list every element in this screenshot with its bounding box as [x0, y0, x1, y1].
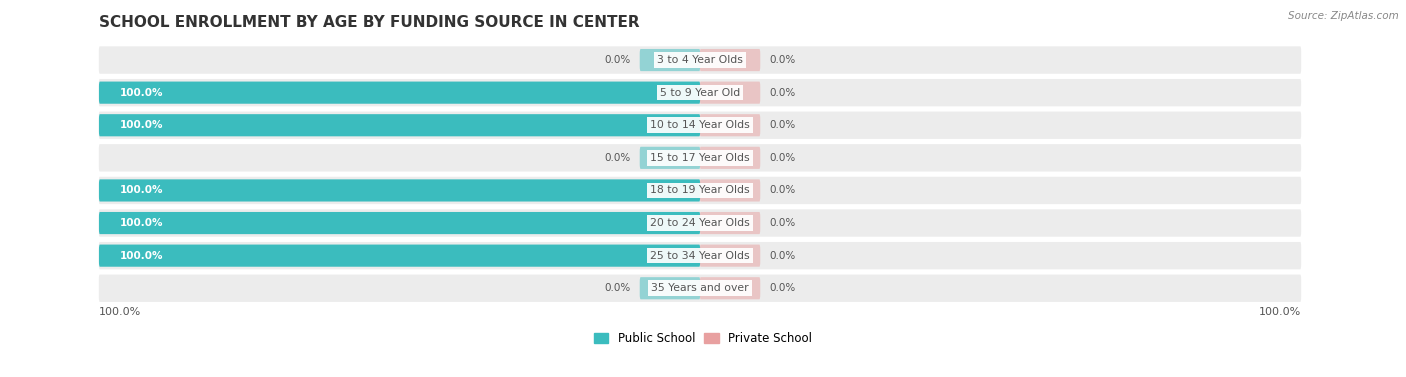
Text: 0.0%: 0.0%: [769, 153, 796, 163]
FancyBboxPatch shape: [700, 179, 761, 202]
FancyBboxPatch shape: [700, 114, 761, 136]
Text: 0.0%: 0.0%: [769, 120, 796, 130]
FancyBboxPatch shape: [700, 212, 761, 234]
Text: Source: ZipAtlas.com: Source: ZipAtlas.com: [1288, 11, 1399, 21]
Text: 3 to 4 Year Olds: 3 to 4 Year Olds: [657, 55, 742, 65]
FancyBboxPatch shape: [700, 245, 761, 267]
Text: 0.0%: 0.0%: [769, 283, 796, 293]
Legend: Public School, Private School: Public School, Private School: [589, 327, 817, 350]
FancyBboxPatch shape: [98, 114, 700, 136]
FancyBboxPatch shape: [98, 245, 700, 267]
Text: 20 to 24 Year Olds: 20 to 24 Year Olds: [650, 218, 749, 228]
Text: 0.0%: 0.0%: [769, 218, 796, 228]
Text: 10 to 14 Year Olds: 10 to 14 Year Olds: [650, 120, 749, 130]
Text: 100.0%: 100.0%: [120, 218, 163, 228]
FancyBboxPatch shape: [98, 179, 700, 202]
FancyBboxPatch shape: [98, 209, 1301, 237]
Text: 0.0%: 0.0%: [769, 87, 796, 98]
Text: 0.0%: 0.0%: [605, 55, 631, 65]
Text: 18 to 19 Year Olds: 18 to 19 Year Olds: [650, 185, 749, 195]
FancyBboxPatch shape: [640, 49, 700, 71]
Text: 100.0%: 100.0%: [1258, 307, 1301, 317]
FancyBboxPatch shape: [700, 147, 761, 169]
Text: 0.0%: 0.0%: [769, 55, 796, 65]
Text: SCHOOL ENROLLMENT BY AGE BY FUNDING SOURCE IN CENTER: SCHOOL ENROLLMENT BY AGE BY FUNDING SOUR…: [98, 15, 640, 30]
FancyBboxPatch shape: [700, 49, 761, 71]
Text: 25 to 34 Year Olds: 25 to 34 Year Olds: [650, 251, 749, 261]
FancyBboxPatch shape: [98, 177, 1301, 204]
Text: 5 to 9 Year Old: 5 to 9 Year Old: [659, 87, 740, 98]
FancyBboxPatch shape: [98, 274, 1301, 302]
Text: 100.0%: 100.0%: [98, 307, 142, 317]
FancyBboxPatch shape: [98, 212, 700, 234]
FancyBboxPatch shape: [98, 46, 1301, 74]
FancyBboxPatch shape: [98, 242, 1301, 269]
Text: 0.0%: 0.0%: [605, 153, 631, 163]
Text: 100.0%: 100.0%: [120, 87, 163, 98]
Text: 35 Years and over: 35 Years and over: [651, 283, 749, 293]
Text: 100.0%: 100.0%: [120, 120, 163, 130]
Text: 100.0%: 100.0%: [120, 185, 163, 195]
Text: 100.0%: 100.0%: [120, 251, 163, 261]
FancyBboxPatch shape: [640, 147, 700, 169]
FancyBboxPatch shape: [98, 112, 1301, 139]
Text: 15 to 17 Year Olds: 15 to 17 Year Olds: [650, 153, 749, 163]
FancyBboxPatch shape: [98, 144, 1301, 172]
Text: 0.0%: 0.0%: [605, 283, 631, 293]
FancyBboxPatch shape: [98, 81, 700, 104]
FancyBboxPatch shape: [98, 79, 1301, 106]
Text: 0.0%: 0.0%: [769, 185, 796, 195]
FancyBboxPatch shape: [700, 81, 761, 104]
FancyBboxPatch shape: [640, 277, 700, 299]
FancyBboxPatch shape: [700, 277, 761, 299]
Text: 0.0%: 0.0%: [769, 251, 796, 261]
